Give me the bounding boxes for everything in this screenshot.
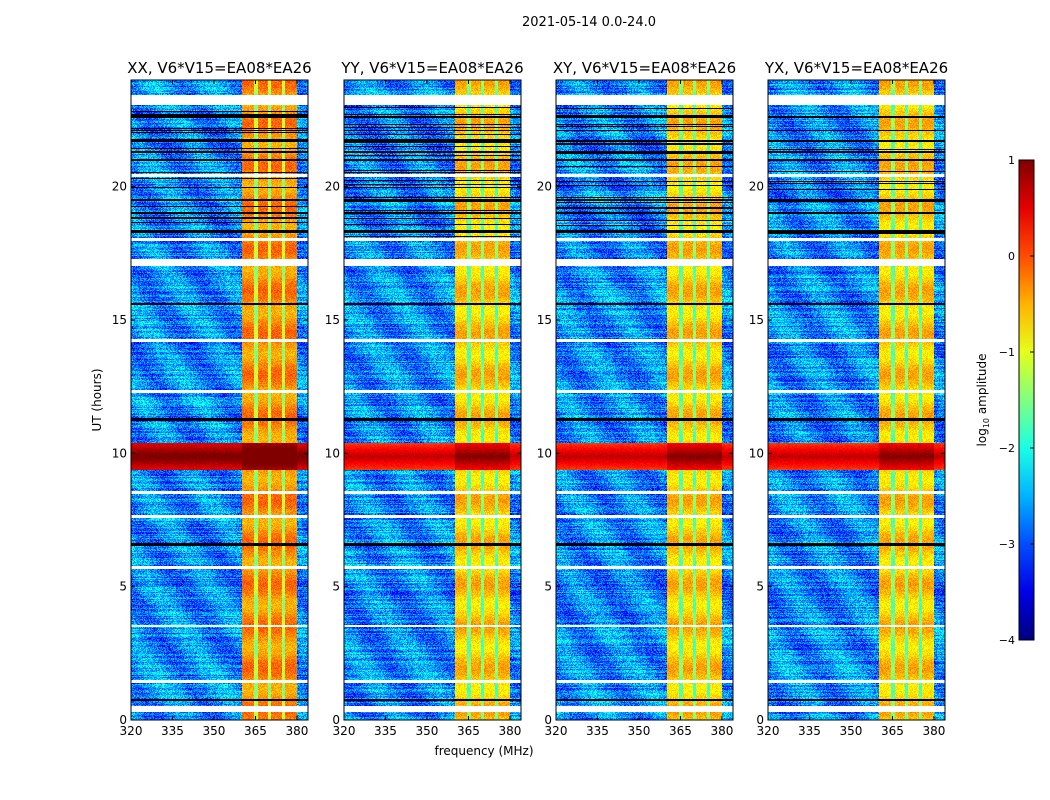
y-tick-label: 20 [537, 180, 552, 194]
heatmap-image-3 [768, 80, 945, 720]
x-tick-label: 380 [922, 724, 945, 738]
x-tick-label: 320 [757, 724, 780, 738]
panel-frame [767, 79, 946, 721]
panel-2: XY, V6*V15=EA08*EA26 320 335 350 365 380 0 5 10 1… [537, 59, 736, 738]
x-tick-label: 365 [457, 724, 480, 738]
x-tick-label: 350 [840, 724, 863, 738]
x-tick-label: 320 [333, 724, 356, 738]
y-tick-label: 15 [112, 313, 127, 327]
y-tick-label: 20 [749, 180, 764, 194]
y-tick-label: 20 [325, 180, 340, 194]
panel-frame [343, 79, 522, 721]
colorbar-tick-label: 0 [1008, 250, 1015, 263]
x-tick-label: 335 [798, 724, 821, 738]
colorbar-tick-label: −4 [999, 634, 1015, 647]
y-tick-label: 10 [749, 446, 764, 460]
y-tick-label: 0 [119, 713, 127, 727]
x-tick-label: 380 [710, 724, 733, 738]
colorbar-tick-label: 1 [1008, 154, 1015, 167]
heatmap-image-1 [344, 80, 521, 720]
figure-title: 2021-05-14 0.0-24.0 [522, 15, 656, 30]
colorbar-tick-label: −2 [999, 442, 1015, 455]
y-tick-label: 10 [537, 446, 552, 460]
x-tick-label: 320 [120, 724, 143, 738]
y-tick-label: 0 [544, 713, 552, 727]
colorbar [1018, 159, 1035, 641]
panel-frame [555, 79, 734, 721]
y-tick-label: 5 [119, 580, 127, 594]
x-tick-label: 365 [881, 724, 904, 738]
x-tick-label: 320 [545, 724, 568, 738]
colorbar-label: log10 amplitude [975, 354, 991, 447]
y-tick-label: 15 [749, 313, 764, 327]
y-tick-label: 15 [537, 313, 552, 327]
panel-title: XX, V6*V15=EA08*EA26 [127, 59, 311, 77]
x-tick-label: 335 [161, 724, 184, 738]
panel-1: YY, V6*V15=EA08*EA26 320 335 350 365 380 0 5 10 1… [325, 59, 524, 738]
y-tick-label: 15 [325, 313, 340, 327]
y-tick-label: 0 [332, 713, 340, 727]
x-tick-label: 350 [416, 724, 439, 738]
colorbar-tick-label: −1 [999, 346, 1015, 359]
x-tick-label: 350 [203, 724, 226, 738]
y-tick-label: 0 [756, 713, 764, 727]
y-tick-label: 5 [332, 580, 340, 594]
x-tick-label: 365 [244, 724, 267, 738]
y-tick-label: 20 [112, 180, 127, 194]
x-tick-label: 350 [628, 724, 651, 738]
heatmap-image-2 [556, 80, 733, 720]
panel-frame [130, 79, 309, 721]
x-tick-label: 335 [586, 724, 609, 738]
panel-title: YY, V6*V15=EA08*EA26 [340, 59, 523, 77]
y-tick-label: 10 [325, 446, 340, 460]
x-tick-label: 380 [498, 724, 521, 738]
x-tick-label: 365 [669, 724, 692, 738]
panel-3: YX, V6*V15=EA08*EA26 320 335 350 365 380 0 5 10 1… [749, 59, 948, 738]
y-tick-label: 5 [756, 580, 764, 594]
y-tick-label: 5 [544, 580, 552, 594]
x-tick-label: 335 [374, 724, 397, 738]
x-tick-label: 380 [285, 724, 308, 738]
panel-0: XX, V6*V15=EA08*EA26 320 335 350 365 380 0 5 10 1… [112, 59, 312, 738]
x-axis-label: frequency (MHz) [434, 744, 533, 758]
y-tick-label: 10 [112, 446, 127, 460]
panel-title: YX, V6*V15=EA08*EA26 [764, 59, 948, 77]
heatmap-image-0 [131, 80, 308, 720]
y-axis-label: UT (hours) [90, 368, 104, 431]
panel-title: XY, V6*V15=EA08*EA26 [553, 59, 736, 77]
colorbar-tick-label: −3 [999, 538, 1015, 551]
